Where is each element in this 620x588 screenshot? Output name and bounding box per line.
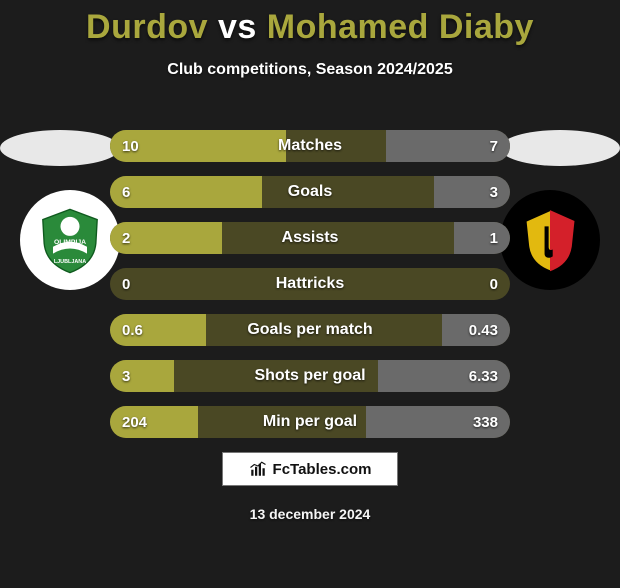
stat-label: Min per goal	[110, 406, 510, 438]
player-right-silhouette	[500, 130, 620, 166]
club-crest-right	[500, 190, 600, 290]
stat-label: Shots per goal	[110, 360, 510, 392]
stat-row: 107Matches	[110, 130, 510, 162]
club-crest-left: OLIMPIJA LJUBLJANA	[20, 190, 120, 290]
svg-text:LJUBLJANA: LJUBLJANA	[54, 259, 86, 265]
stat-row: 63Goals	[110, 176, 510, 208]
date-text: 13 december 2024	[0, 506, 620, 522]
stat-row: 0.60.43Goals per match	[110, 314, 510, 346]
stat-label: Goals per match	[110, 314, 510, 346]
stat-row: 204338Min per goal	[110, 406, 510, 438]
player-left-silhouette	[0, 130, 120, 166]
stat-row: 21Assists	[110, 222, 510, 254]
stat-label: Hattricks	[110, 268, 510, 300]
stat-label: Goals	[110, 176, 510, 208]
jagiellonia-crest-icon	[516, 206, 584, 274]
page-title: Durdov vs Mohamed Diaby	[0, 8, 620, 47]
stat-label: Assists	[110, 222, 510, 254]
page-subtitle: Club competitions, Season 2024/2025	[0, 61, 620, 79]
chart-icon	[249, 460, 267, 478]
stat-row: 36.33Shots per goal	[110, 360, 510, 392]
svg-text:OLIMPIJA: OLIMPIJA	[54, 239, 86, 246]
stat-row: 00Hattricks	[110, 268, 510, 300]
branding-badge: FcTables.com	[222, 452, 398, 486]
olimpija-crest-icon: OLIMPIJA LJUBLJANA	[36, 206, 104, 274]
branding-text: FcTables.com	[273, 461, 372, 478]
stats-container: 107Matches 63Goals 21Assists 00Hattricks 0.6…	[110, 130, 510, 452]
stat-label: Matches	[110, 130, 510, 162]
